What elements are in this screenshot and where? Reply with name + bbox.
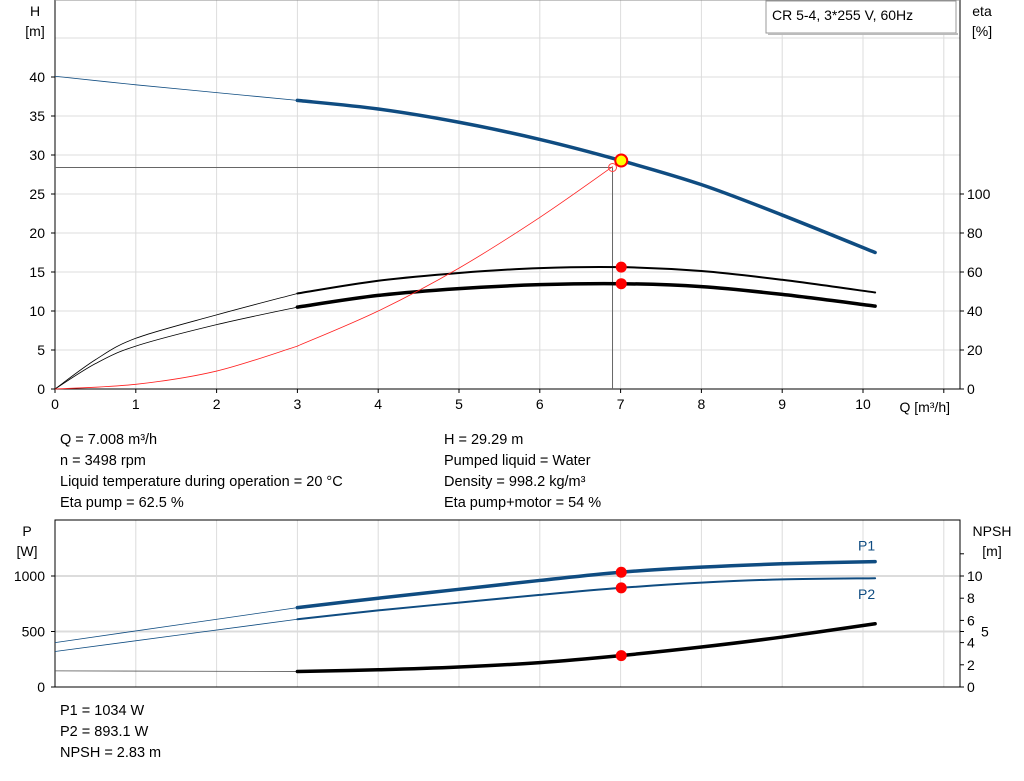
curve-H-extrapolated [54,75,298,101]
curve-eta-pump-extrapolated [54,293,298,390]
info-temp: Liquid temperature during operation = 20… [60,474,343,490]
y-axis-unit: [W] [17,543,38,559]
y-tick-label: 500 [22,624,46,640]
curve-NPSH [295,621,877,674]
x-tick-label: 6 [536,396,544,412]
y-axis-label: P [22,523,31,539]
info-top-left: Q = 7.008 m³/h n = 3498 rpm Liquid tempe… [60,430,343,514]
x-tick-label: 9 [778,396,786,412]
y2-tick-label: 2 [967,657,975,673]
info-bottom: P1 = 1034 W P2 = 893.1 W NPSH = 2.83 m [60,701,161,764]
x-tick-label: 10 [855,396,871,412]
curve-eta-pump-motor [295,281,877,309]
info-npsh: NPSH = 2.83 m [60,745,162,761]
y2-tick-label: 0 [967,381,975,397]
info-top-right: H = 29.29 m Pumped liquid = Water Densit… [444,430,601,514]
y-tick-label: 1000 [14,568,45,584]
title-box [765,0,957,34]
x-tick-label: 4 [374,396,382,412]
y2-axis-label: NPSH [973,523,1012,539]
x-tick-label: 8 [698,396,706,412]
info-eta-pump-motor: Eta pump+motor = 54 % [444,495,602,511]
x-tick-label: 7 [617,396,625,412]
info-p1: P1 = 1034 W [60,703,145,719]
y-tick-label: 25 [29,186,45,202]
x-tick-label: 3 [294,396,302,412]
info-h: H = 29.29 m [444,432,524,448]
system-curve-end-marker [608,162,618,172]
curve-system-curve [297,166,613,347]
curve-eta-pump [296,265,877,295]
y2-tick-label: 6 [967,612,975,628]
y2-tick-label: 10 [967,568,983,584]
y-axis-unit: [m] [25,23,44,39]
y-tick-label: 15 [29,264,45,280]
chart-title: CR 5-4, 3*255 V, 60Hz [772,7,913,23]
series-label-P2: P2 [858,586,875,602]
y2-tick-label: 60 [967,264,983,280]
curve-P1-extrapolated [54,607,298,643]
y-tick-label: 5 [37,342,45,358]
info-n: n = 3498 rpm [60,453,146,469]
y-tick-label: 0 [37,381,45,397]
info-eta-pump: Eta pump = 62.5 % [60,495,184,511]
y2-tick-label: 80 [967,225,983,241]
curve-P2-extrapolated [54,618,298,652]
duty-point-p1 [615,566,627,578]
curve-H [295,98,877,255]
y2-tick-label: 5 [981,624,989,640]
y-tick-label: 10 [29,303,45,319]
y2-tick-label: 8 [967,590,975,606]
curve-system-curve-extrapolated [54,345,298,390]
x-tick-label: 5 [455,396,463,412]
duty-point-eta-pump-motor [615,278,627,290]
y2-tick-label: 20 [967,342,983,358]
curve-NPSH-extrapolated [54,670,298,672]
duty-point-eta-pump [615,261,627,273]
curve-P2 [296,577,877,621]
y2-axis-unit: [%] [972,23,992,39]
y2-axis-unit: [m] [982,543,1001,559]
curve-P1 [295,559,877,610]
info-density: Density = 998.2 kg/m³ [444,474,586,490]
x-tick-label: 1 [132,396,140,412]
info-q: Q = 7.008 m³/h [60,432,158,448]
y-tick-label: 0 [37,679,45,695]
x-tick-label: 0 [51,396,59,412]
plot-frame [54,519,961,688]
y-tick-label: 35 [29,108,45,124]
info-p2: P2 = 893.1 W [60,724,149,740]
duty-point-p2 [615,582,627,594]
y-tick-label: 30 [29,147,45,163]
y2-tick-label: 0 [967,679,975,695]
y-tick-label: 20 [29,225,45,241]
info-liquid: Pumped liquid = Water [444,453,591,469]
duty-point-h [614,153,629,168]
y-axis-label: H [30,3,40,19]
y2-axis-label: eta [972,3,992,19]
x-tick-label: 2 [213,396,221,412]
y2-tick-label: 40 [967,303,983,319]
y-tick-label: 40 [29,69,45,85]
curve-eta-pump-motor-extrapolated [54,306,298,390]
y2-tick-label: 100 [967,186,991,202]
x-axis-label: Q [m³/h] [899,399,950,415]
y2-tick-label: 4 [967,635,975,651]
duty-point-npsh [615,650,627,662]
series-label-P1: P1 [858,538,875,554]
